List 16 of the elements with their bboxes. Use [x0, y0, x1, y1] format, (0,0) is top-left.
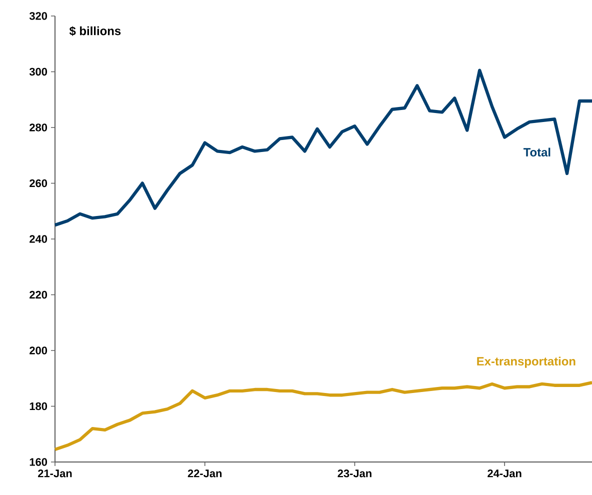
y-tick-label: 220	[30, 290, 48, 299]
y-tick-label: 240	[30, 235, 48, 243]
x-tick-label: 21-Jan	[38, 470, 72, 478]
y-tick-label: 280	[30, 124, 48, 132]
y-tick-label: 180	[30, 402, 48, 410]
series-label: Ex-transportation	[477, 356, 576, 368]
x-tick-label: 22-Jan	[188, 470, 222, 478]
y-tick-label: 200	[30, 346, 48, 354]
y-axis-title: $ billions	[69, 26, 121, 36]
x-tick-label: 24-Jan	[488, 470, 522, 478]
y-tick-label: 300	[29, 68, 48, 76]
y-tick-label: 260	[30, 179, 48, 188]
x-tick-label: 23-Jan	[338, 470, 372, 478]
series-label: Total	[523, 148, 550, 157]
y-tick-label: 320	[29, 12, 48, 20]
y-tick-label: 160	[30, 458, 48, 466]
